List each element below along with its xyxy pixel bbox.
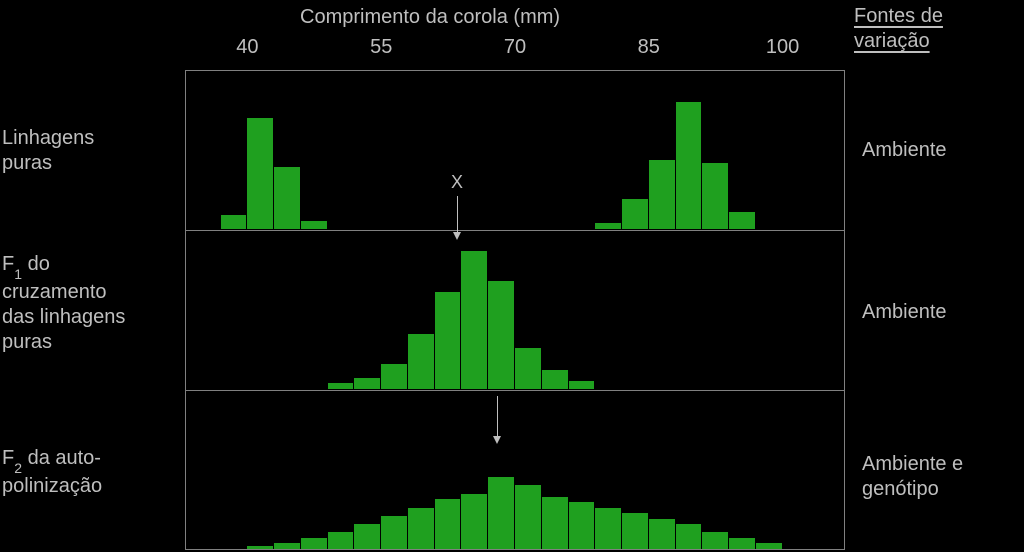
bar <box>542 370 569 389</box>
bar <box>622 513 649 549</box>
x-tick: 55 <box>370 36 392 59</box>
bar <box>729 212 756 229</box>
arrow-2-line <box>497 396 498 436</box>
bar <box>328 383 355 389</box>
source-label-p2: Ambiente egenótipo <box>862 452 963 502</box>
arrow-1-head <box>453 232 461 240</box>
panel-1 <box>186 231 844 389</box>
bar <box>435 499 462 549</box>
bar <box>702 532 729 549</box>
bar <box>461 494 488 549</box>
bar <box>247 118 274 229</box>
bar <box>729 538 756 549</box>
bar <box>435 292 462 389</box>
bar <box>354 524 381 549</box>
bar <box>515 485 542 549</box>
x-axis-title: Comprimento da corola (mm) <box>300 6 560 29</box>
bar <box>488 477 515 549</box>
source-label-p0: Ambiente <box>862 138 947 163</box>
bar <box>595 508 622 549</box>
bar <box>676 102 703 229</box>
bar <box>488 281 515 389</box>
bar <box>569 502 596 549</box>
bar <box>702 163 729 229</box>
cross-marker: X <box>451 172 463 193</box>
row-label-p2: F2 da auto-polinização <box>2 446 182 499</box>
bar <box>301 538 328 549</box>
arrow-1-line <box>457 196 458 232</box>
arrow-2-head <box>493 436 501 444</box>
row-label-p0: Linhagenspuras <box>2 126 182 176</box>
bar <box>542 497 569 550</box>
sources-header: Fontes de variação <box>854 4 1024 54</box>
bar <box>649 160 676 229</box>
bar <box>569 381 596 389</box>
x-tick: 100 <box>766 36 799 59</box>
bar <box>408 508 435 549</box>
bar <box>595 223 622 229</box>
bar <box>676 524 703 549</box>
bar <box>515 348 542 389</box>
bar <box>622 199 649 229</box>
panel-2 <box>186 391 844 549</box>
bars-p1 <box>186 231 844 389</box>
bar <box>274 167 301 229</box>
panel-0 <box>186 71 844 229</box>
bar <box>274 543 301 549</box>
x-tick: 70 <box>504 36 526 59</box>
source-label-p1: Ambiente <box>862 300 947 325</box>
row-label-p1: F1 docruzamentodas linhagenspuras <box>2 252 182 355</box>
bar <box>408 334 435 389</box>
bar <box>328 532 355 549</box>
bar <box>301 221 328 229</box>
x-tick: 40 <box>236 36 258 59</box>
bar <box>221 215 248 229</box>
bar <box>354 378 381 389</box>
bar <box>381 516 408 549</box>
x-tick: 85 <box>638 36 660 59</box>
bar <box>381 364 408 389</box>
bar <box>756 543 783 549</box>
bar <box>649 519 676 549</box>
bars-p2 <box>186 391 844 549</box>
bars-p0 <box>186 71 844 229</box>
bar <box>461 251 488 389</box>
bar <box>247 546 274 549</box>
